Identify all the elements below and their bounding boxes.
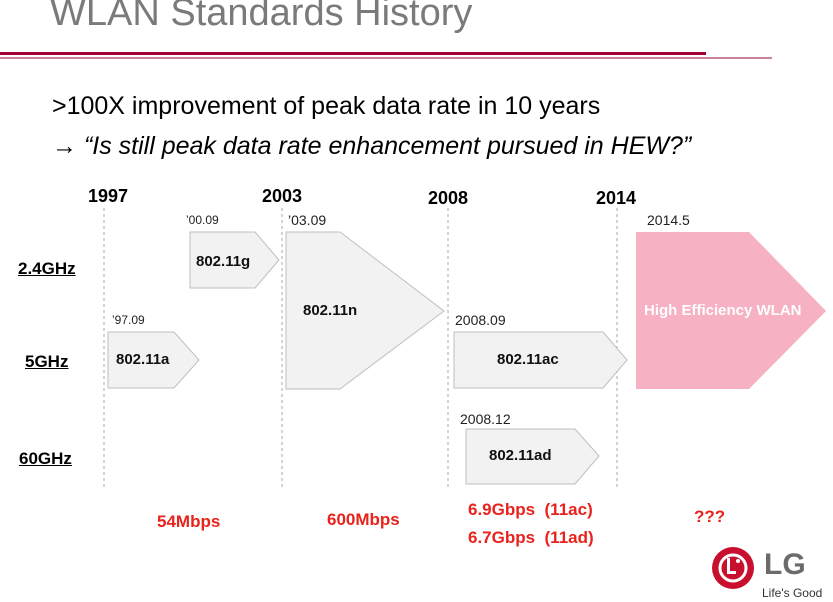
year-1997: 1997 <box>88 186 129 206</box>
title-rule-secondary <box>0 57 772 59</box>
arrow-hew <box>636 232 826 389</box>
rate-11ac: 6.9Gbps (11ac) <box>468 500 593 519</box>
rate-54mbps: 54Mbps <box>157 512 221 531</box>
logo-slogan: Life's Good <box>762 586 823 600</box>
band-5ghz: 5GHz <box>25 352 69 371</box>
lg-logo-icon <box>712 547 754 589</box>
label-80211ac: 802.11ac <box>497 351 559 368</box>
date-80211ad: 2008.12 <box>460 411 511 427</box>
rate-unknown: ??? <box>694 507 726 526</box>
arrow-80211ac <box>453 331 628 389</box>
rate-11ad: 6.7Gbps (11ad) <box>468 528 594 547</box>
arrow-80211ad <box>465 428 600 485</box>
arrow-80211a <box>107 331 200 389</box>
title-rule <box>0 52 706 55</box>
bullet-question: → “Is still peak data rate enhancement p… <box>52 132 692 160</box>
rate-600mbps: 600Mbps <box>327 510 400 529</box>
arrow-80211g <box>189 231 280 289</box>
date-80211ac: 2008.09 <box>455 312 506 328</box>
band-60ghz: 60GHz <box>19 449 72 468</box>
date-80211a: ’97.09 <box>112 313 145 327</box>
year-2003: 2003 <box>262 186 303 206</box>
page-title: WLAN Standards History <box>50 0 473 34</box>
label-80211ad: 802.11ad <box>489 447 552 464</box>
band-2-4ghz: 2.4GHz <box>18 259 76 278</box>
year-2014: 2014 <box>596 188 637 208</box>
year-2008: 2008 <box>428 188 469 208</box>
arrow-80211n <box>285 231 445 390</box>
date-80211n: ’03.09 <box>288 212 327 228</box>
date-80211g: ’00.09 <box>186 213 219 227</box>
label-80211a: 802.11a <box>116 351 170 368</box>
label-80211g: 802.11g <box>196 253 251 270</box>
bullet-improvement: >100X improvement of peak data rate in 1… <box>52 92 601 120</box>
label-80211n: 802.11n <box>303 302 358 319</box>
date-hew: 2014.5 <box>647 212 690 228</box>
logo-brand: LG <box>764 548 806 581</box>
label-hew: High Efficiency WLAN <box>644 302 802 319</box>
